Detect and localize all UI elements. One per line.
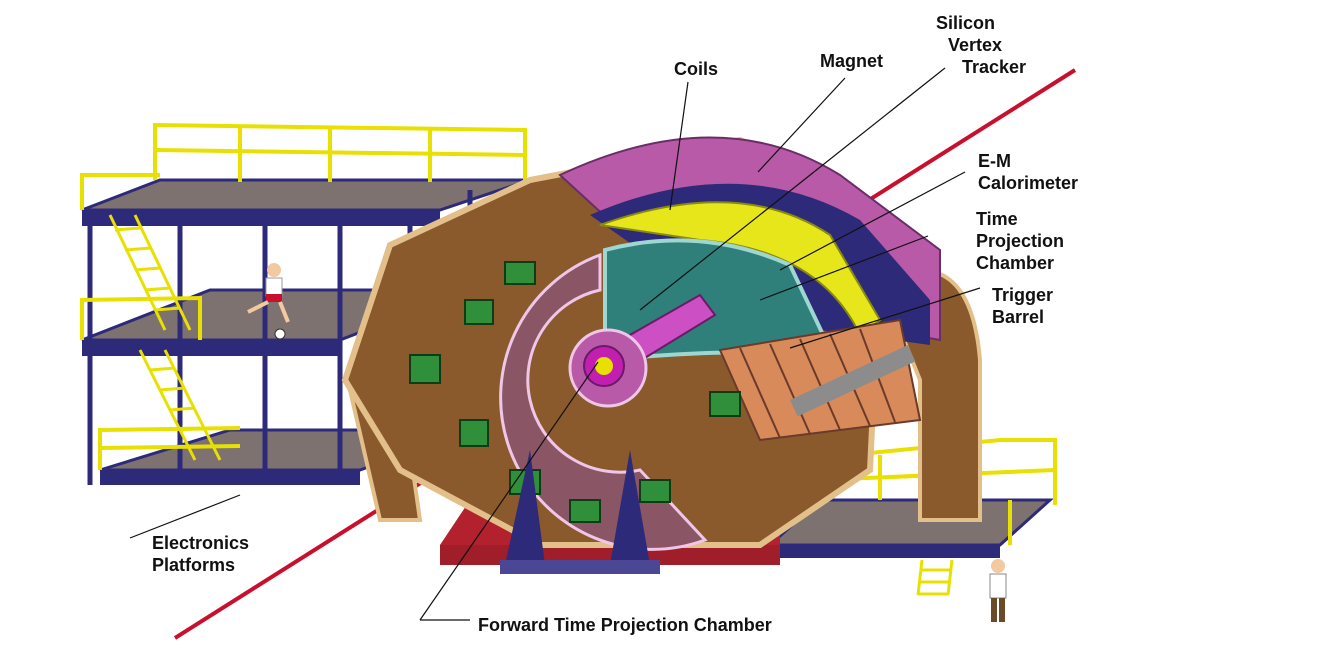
label-line: Barrel [992, 307, 1045, 327]
label-time-projection-chamber: Time Projection Chamber [976, 208, 1064, 274]
leader-lines [129, 67, 981, 621]
detector-body [341, 136, 982, 574]
standing-man-figure [989, 559, 1007, 622]
label-line: Vertex [948, 35, 1003, 55]
label-line: Tracker [962, 57, 1027, 77]
person-figure [247, 263, 290, 340]
label-line: E-M [978, 151, 1011, 171]
label-line: Platforms [152, 555, 236, 575]
label-em-calorimeter: E-M Calorimeter [978, 150, 1078, 194]
label-line: Chamber [976, 253, 1055, 273]
label-line: Calorimeter [978, 173, 1079, 193]
label-silicon-vertex-tracker: Silicon Vertex Tracker [936, 12, 1026, 78]
label-electronics-platforms: Electronics Platforms [152, 532, 249, 576]
label-coils: Coils [674, 59, 719, 79]
label-line: Time [976, 209, 1018, 229]
label-forward-tpc: Forward Time Projection Chamber [478, 615, 772, 635]
label-line: Trigger [992, 285, 1054, 305]
label-trigger-barrel: Trigger Barrel [992, 284, 1053, 328]
label-line: Silicon [936, 13, 996, 33]
label-magnet: Magnet [820, 51, 883, 71]
label-line: Projection [976, 231, 1065, 251]
label-line: Electronics [152, 533, 250, 553]
